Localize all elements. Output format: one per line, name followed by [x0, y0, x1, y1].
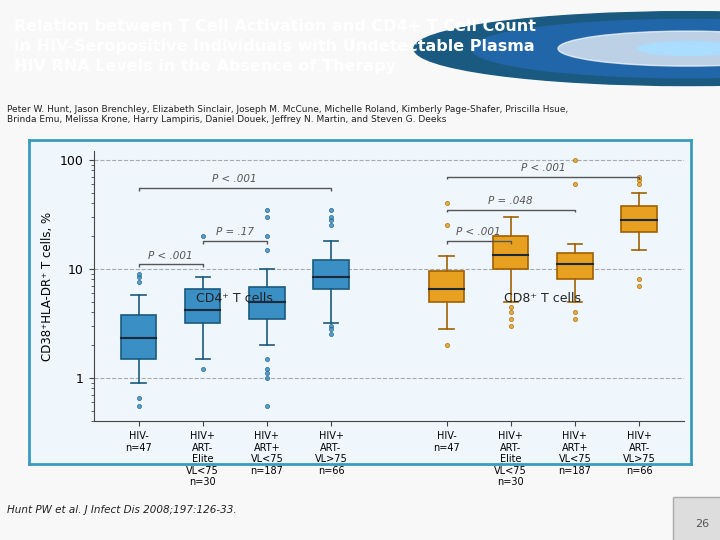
Circle shape	[472, 19, 720, 78]
Text: CD4⁺ T cells: CD4⁺ T cells	[197, 292, 273, 305]
Circle shape	[637, 42, 720, 56]
Text: P = .048: P = .048	[488, 196, 533, 206]
Y-axis label: CD38⁺HLA-DR⁺ T cells, %: CD38⁺HLA-DR⁺ T cells, %	[42, 212, 55, 361]
FancyBboxPatch shape	[121, 315, 156, 359]
Text: P < .001: P < .001	[456, 227, 501, 238]
Text: P < .001: P < .001	[521, 163, 565, 173]
Text: Hunt PW et al. J Infect Dis 2008;197:126-33.: Hunt PW et al. J Infect Dis 2008;197:126…	[7, 505, 237, 515]
Circle shape	[558, 31, 720, 66]
Text: P < .001: P < .001	[148, 251, 193, 261]
Text: 26: 26	[695, 519, 709, 529]
Text: Peter W. Hunt, Jason Brenchley, Elizabeth Sinclair, Joseph M. McCune, Michelle R: Peter W. Hunt, Jason Brenchley, Elizabet…	[7, 105, 569, 124]
FancyBboxPatch shape	[557, 253, 593, 279]
FancyBboxPatch shape	[185, 289, 220, 323]
FancyBboxPatch shape	[429, 271, 464, 302]
Text: Relation between T Cell Activation and CD4+ T Cell Count
in HIV-Seropositive Ind: Relation between T Cell Activation and C…	[14, 19, 536, 74]
FancyBboxPatch shape	[249, 287, 284, 319]
FancyBboxPatch shape	[493, 236, 528, 269]
FancyBboxPatch shape	[313, 260, 348, 289]
Text: P < .001: P < .001	[212, 174, 257, 185]
Text: CD8⁺ T cells: CD8⁺ T cells	[504, 292, 581, 305]
Circle shape	[414, 12, 720, 85]
Text: P = .17: P = .17	[216, 227, 253, 238]
FancyBboxPatch shape	[621, 206, 657, 232]
